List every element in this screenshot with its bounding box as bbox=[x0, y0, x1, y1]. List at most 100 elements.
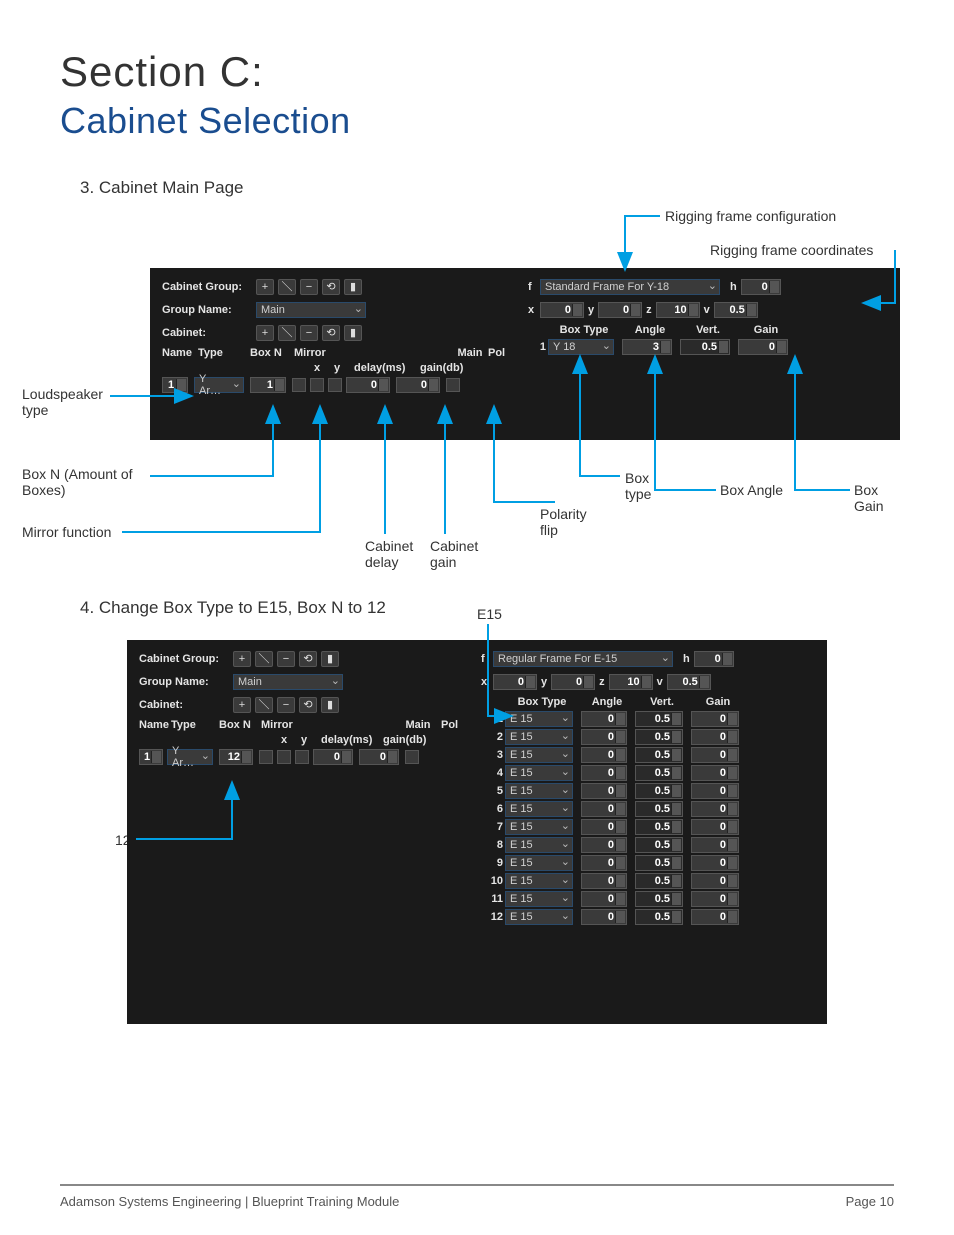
lbl-x2: x bbox=[481, 676, 489, 688]
hdr-name: Name bbox=[139, 719, 169, 731]
folder-icon[interactable]: ▮ bbox=[321, 651, 339, 667]
angle-spin[interactable]: 0 bbox=[581, 765, 627, 781]
z-spin[interactable]: 10 bbox=[656, 302, 700, 318]
edit-icon[interactable]: ＼ bbox=[255, 651, 273, 667]
y-spin[interactable]: 0 bbox=[551, 674, 595, 690]
y-spin[interactable]: 0 bbox=[598, 302, 642, 318]
boxtype-dropdown[interactable]: Y 18 bbox=[548, 339, 614, 355]
folder-icon[interactable]: ▮ bbox=[344, 279, 362, 295]
boxtype-dropdown[interactable]: E 15 bbox=[505, 909, 573, 925]
row-type-dropdown[interactable]: Y Ar… bbox=[194, 377, 244, 393]
mirror-chk[interactable] bbox=[259, 750, 273, 764]
angle-spin[interactable]: 0 bbox=[581, 837, 627, 853]
folder-icon[interactable]: ▮ bbox=[321, 697, 339, 713]
hdr-gain: gain(db) bbox=[383, 734, 431, 746]
z-spin[interactable]: 10 bbox=[609, 674, 653, 690]
delay-spin[interactable]: 0 bbox=[313, 749, 353, 765]
group-name-dropdown[interactable]: Main bbox=[256, 302, 366, 318]
gain-spin2[interactable]: 0 bbox=[738, 339, 788, 355]
add-icon[interactable]: + bbox=[233, 651, 251, 667]
angle-spin[interactable]: 0 bbox=[581, 729, 627, 745]
gain-spin[interactable]: 0 bbox=[691, 909, 739, 925]
edit-icon[interactable]: ＼ bbox=[278, 325, 296, 341]
boxtype-dropdown[interactable]: E 15 bbox=[505, 855, 573, 871]
remove-icon[interactable]: − bbox=[300, 279, 318, 295]
folder-icon[interactable]: ▮ bbox=[344, 325, 362, 341]
boxtype-dropdown[interactable]: E 15 bbox=[505, 837, 573, 853]
angle-spin[interactable]: 3 bbox=[622, 339, 672, 355]
step4-heading: 4. Change Box Type to E15, Box N to 12 bbox=[80, 598, 386, 618]
angle-spin[interactable]: 0 bbox=[581, 783, 627, 799]
v-spin[interactable]: 0.5 bbox=[667, 674, 711, 690]
delay-spin[interactable]: 0 bbox=[346, 377, 390, 393]
angle-spin[interactable]: 0 bbox=[581, 801, 627, 817]
row-boxn-spin[interactable]: 12 bbox=[219, 749, 253, 765]
load-icon[interactable]: ⟲ bbox=[299, 697, 317, 713]
hdr-angle: Angle bbox=[622, 324, 678, 336]
boxtype-dropdown[interactable]: E 15 bbox=[505, 765, 573, 781]
boxtype-dropdown[interactable]: E 15 bbox=[505, 783, 573, 799]
gain-spin[interactable]: 0 bbox=[691, 783, 739, 799]
gain-spin[interactable]: 0 bbox=[396, 377, 440, 393]
angle-spin[interactable]: 0 bbox=[581, 819, 627, 835]
row-name[interactable]: 1 bbox=[139, 749, 163, 765]
pol-chk[interactable] bbox=[446, 378, 460, 392]
gain-spin[interactable]: 0 bbox=[359, 749, 399, 765]
add-icon[interactable]: + bbox=[233, 697, 251, 713]
gain-spin[interactable]: 0 bbox=[691, 765, 739, 781]
add-icon[interactable]: + bbox=[256, 325, 274, 341]
load-icon[interactable]: ⟲ bbox=[299, 651, 317, 667]
load-icon[interactable]: ⟲ bbox=[322, 325, 340, 341]
v-spin[interactable]: 0.5 bbox=[714, 302, 758, 318]
gain-spin[interactable]: 0 bbox=[691, 873, 739, 889]
boxtype-dropdown[interactable]: E 15 bbox=[505, 873, 573, 889]
remove-icon[interactable]: − bbox=[300, 325, 318, 341]
gain-spin[interactable]: 0 bbox=[691, 837, 739, 853]
mirror-chk[interactable] bbox=[292, 378, 306, 392]
gain-spin[interactable]: 0 bbox=[691, 891, 739, 907]
frame-dropdown[interactable]: Standard Frame For Y-18 bbox=[540, 279, 720, 295]
angle-spin[interactable]: 0 bbox=[581, 711, 627, 727]
edit-icon[interactable]: ＼ bbox=[278, 279, 296, 295]
hdr-boxn: Box N bbox=[219, 719, 259, 731]
add-icon[interactable]: + bbox=[256, 279, 274, 295]
angle-spin[interactable]: 0 bbox=[581, 855, 627, 871]
row-boxn-spin[interactable]: 1 bbox=[250, 377, 286, 393]
boxtype-dropdown[interactable]: E 15 bbox=[505, 819, 573, 835]
gain-spin[interactable]: 0 bbox=[691, 819, 739, 835]
x-chk[interactable] bbox=[310, 378, 324, 392]
gain-spin[interactable]: 0 bbox=[691, 801, 739, 817]
frame-dropdown[interactable]: Regular Frame For E-15 bbox=[493, 651, 673, 667]
boxtype-dropdown[interactable]: E 15 bbox=[505, 729, 573, 745]
box-row: 9E 1500.50 bbox=[481, 855, 815, 871]
pol-chk[interactable] bbox=[405, 750, 419, 764]
edit-icon[interactable]: ＼ bbox=[255, 697, 273, 713]
row-type-dropdown[interactable]: Y Ar… bbox=[167, 749, 213, 765]
x-spin[interactable]: 0 bbox=[493, 674, 537, 690]
h-spin[interactable]: 0 bbox=[741, 279, 781, 295]
angle-spin[interactable]: 0 bbox=[581, 873, 627, 889]
boxtype-dropdown[interactable]: E 15 bbox=[505, 711, 573, 727]
x-chk[interactable] bbox=[277, 750, 291, 764]
boxtype-dropdown[interactable]: E 15 bbox=[505, 891, 573, 907]
boxtype-dropdown[interactable]: E 15 bbox=[505, 747, 573, 763]
remove-icon[interactable]: − bbox=[277, 651, 295, 667]
group-name-dropdown[interactable]: Main bbox=[233, 674, 343, 690]
remove-icon[interactable]: − bbox=[277, 697, 295, 713]
angle-spin[interactable]: 0 bbox=[581, 747, 627, 763]
gain-spin[interactable]: 0 bbox=[691, 729, 739, 745]
gain-spin[interactable]: 0 bbox=[691, 711, 739, 727]
gain-spin[interactable]: 0 bbox=[691, 747, 739, 763]
load-icon[interactable]: ⟲ bbox=[322, 279, 340, 295]
gain-spin[interactable]: 0 bbox=[691, 855, 739, 871]
boxtype-dropdown[interactable]: E 15 bbox=[505, 801, 573, 817]
angle-spin[interactable]: 0 bbox=[581, 891, 627, 907]
callout-polarity: Polarity flip bbox=[540, 506, 600, 538]
y-chk[interactable] bbox=[295, 750, 309, 764]
x-spin[interactable]: 0 bbox=[540, 302, 584, 318]
h-spin[interactable]: 0 bbox=[694, 651, 734, 667]
angle-spin[interactable]: 0 bbox=[581, 909, 627, 925]
hdr-gain2: Gain bbox=[738, 324, 794, 336]
y-chk[interactable] bbox=[328, 378, 342, 392]
row-name[interactable]: 1 bbox=[162, 377, 188, 393]
